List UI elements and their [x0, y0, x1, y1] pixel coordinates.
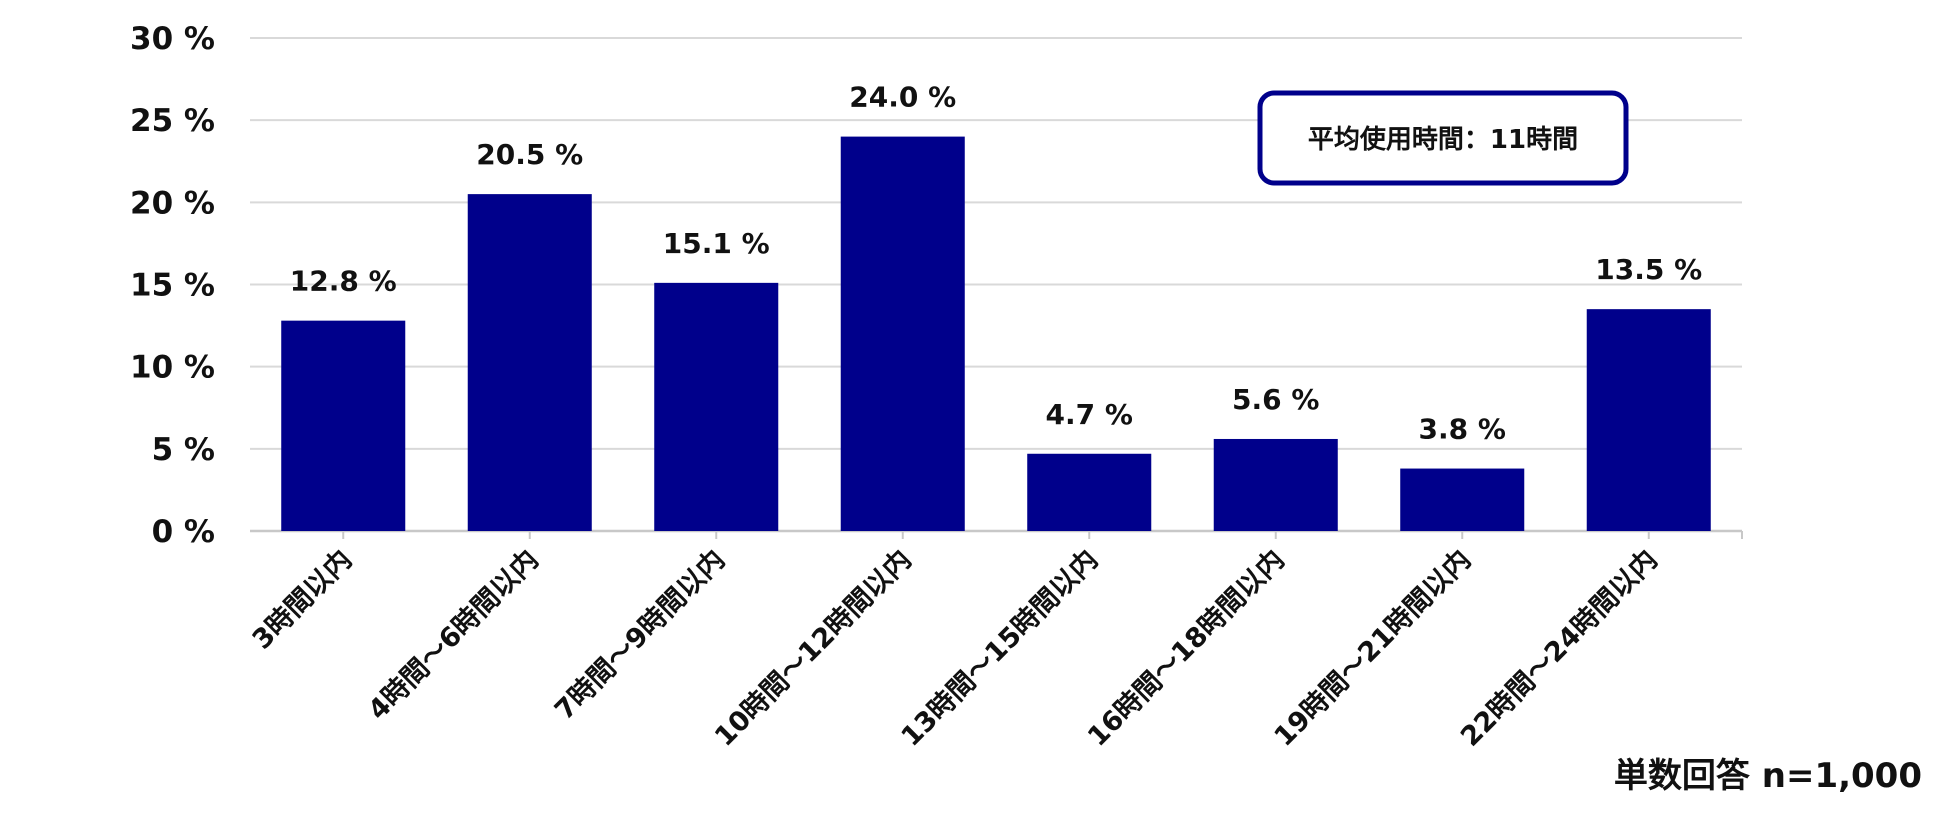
x-tick-label: 13時間～15時間以内	[895, 544, 1104, 753]
x-tick-label: 19時間～21時間以内	[1268, 544, 1477, 753]
y-tick-label: 10 %	[130, 350, 215, 386]
y-tick-label: 0 %	[152, 514, 215, 550]
y-tick-label: 5 %	[152, 432, 215, 468]
bar	[840, 136, 965, 531]
sample-size-note: 単数回答 n=1,000	[1614, 756, 1922, 796]
x-tick-label: 4時間～6時間以内	[363, 544, 545, 726]
bar-value-label: 15.1 %	[663, 227, 770, 260]
bar	[467, 194, 592, 531]
x-tick-label: 7時間～9時間以内	[549, 544, 731, 726]
bar-value-label: 12.8 %	[290, 265, 397, 298]
bar-value-label: 4.7 %	[1046, 398, 1133, 431]
bar	[1586, 309, 1711, 531]
average-callout: 平均使用時間：11時間	[1257, 90, 1629, 186]
bar-value-labels: 12.8 % 20.5 % 15.1 % 24.0 % 4.7 % 5.6 % 3.8 % 1…	[290, 81, 1702, 446]
x-axis-ticks: 3時間以内 4時間～6時間以内 7時間～9時間以内10時間～12時間以内13時間～1…	[247, 531, 1743, 753]
bar	[281, 320, 406, 531]
bar-value-label: 20.5 %	[476, 138, 583, 171]
bar-value-label: 5.6 %	[1232, 383, 1319, 416]
bar	[654, 282, 779, 531]
bars	[281, 136, 1711, 531]
x-tick-label: 3時間以内	[247, 544, 359, 656]
bar-value-label: 3.8 %	[1419, 413, 1506, 446]
y-tick-label: 15 %	[130, 268, 215, 304]
x-tick-label: 16時間～18時間以内	[1082, 544, 1291, 753]
y-axis-ticks: 0 % 5 % 10 % 15 % 20 % 25 % 30 %	[130, 21, 215, 550]
bar	[1213, 438, 1338, 531]
y-tick-label: 30 %	[130, 21, 215, 57]
bar	[1400, 468, 1525, 531]
average-callout-text: 平均使用時間：11時間	[1308, 125, 1578, 155]
bar-value-label: 24.0 %	[849, 81, 956, 114]
average-callout-box	[1257, 90, 1629, 186]
y-tick-label: 20 %	[130, 185, 215, 221]
x-tick-label: 22時間～24時間以内	[1455, 544, 1664, 753]
bar-value-label: 13.5 %	[1595, 253, 1702, 286]
y-tick-label: 25 %	[130, 103, 215, 139]
x-tick-label: 10時間～12時間以内	[709, 544, 918, 753]
bar	[1027, 453, 1152, 531]
